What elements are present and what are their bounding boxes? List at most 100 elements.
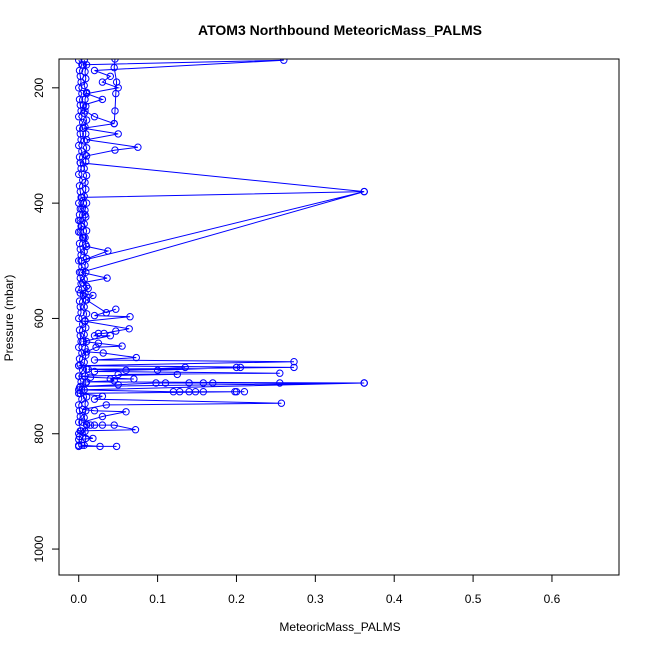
x-tick-label: 0.1 <box>149 592 166 606</box>
data-point <box>90 407 99 415</box>
data-point <box>82 171 91 180</box>
data-point <box>90 395 99 403</box>
data-point <box>131 426 140 434</box>
x-axis-label: MeteoricMass_PALMS <box>279 620 400 634</box>
data-point <box>90 356 99 364</box>
data-point <box>90 66 99 75</box>
data-point <box>75 182 84 190</box>
data-point <box>80 330 88 339</box>
data-point <box>94 329 103 338</box>
data-point <box>80 413 88 422</box>
y-tick-label: 600 <box>32 308 46 328</box>
data-point <box>75 386 83 394</box>
x-tick-label: 0.6 <box>544 592 561 606</box>
data-point <box>82 296 91 304</box>
data-point <box>76 289 85 297</box>
data-point <box>96 442 104 451</box>
data-point <box>209 379 217 387</box>
data-point <box>79 405 87 414</box>
data-point <box>75 372 83 380</box>
data-point <box>98 421 107 429</box>
data-point <box>360 379 368 387</box>
data-point <box>76 130 85 138</box>
data-point <box>80 164 88 173</box>
series-line <box>113 59 118 124</box>
data-point <box>76 245 85 254</box>
data-point <box>75 362 83 370</box>
x-tick-label: 0.4 <box>386 592 403 606</box>
data-point <box>114 130 122 138</box>
data-point <box>125 325 133 333</box>
data-point <box>75 430 83 438</box>
data-point <box>89 434 97 443</box>
data-point <box>110 421 118 429</box>
x-axis: 0.0 0.1 0.2 0.3 0.4 0.5 0.6 <box>70 574 561 606</box>
data-point <box>90 311 99 320</box>
data-point <box>81 317 89 325</box>
data-point <box>79 337 87 346</box>
y-axis: 200 400 600 800 1000 <box>32 77 60 562</box>
data-point <box>114 370 122 379</box>
data-point <box>122 366 130 374</box>
data-point <box>80 59 88 64</box>
x-tick-label: 0.3 <box>307 592 324 606</box>
data-point <box>82 74 90 83</box>
data-point <box>76 159 85 167</box>
data-point <box>90 332 99 340</box>
data-point <box>82 136 91 144</box>
data-point <box>82 242 91 251</box>
data-point <box>98 95 107 104</box>
data-point <box>81 68 89 76</box>
data-point <box>112 89 120 98</box>
data-layer <box>75 59 368 451</box>
data-point <box>82 152 91 160</box>
data-point <box>77 268 85 276</box>
y-tick-label: 800 <box>32 423 46 443</box>
data-point <box>126 313 134 321</box>
data-point <box>75 326 84 334</box>
data-point <box>100 329 108 338</box>
chart-title: ATOM3 Northbound MeteoricMass_PALMS <box>198 22 482 38</box>
data-point <box>82 89 91 98</box>
data-point <box>112 78 121 86</box>
data-point <box>191 388 200 396</box>
data-point <box>75 435 83 444</box>
data-point <box>130 375 138 383</box>
series-5 <box>110 59 121 128</box>
data-point <box>76 228 85 236</box>
data-point <box>152 379 160 387</box>
data-point <box>199 379 208 387</box>
y-tick-label: 1000 <box>32 535 46 562</box>
data-point <box>82 157 90 166</box>
data-point <box>111 146 119 154</box>
data-point <box>153 366 162 374</box>
data-point <box>82 378 91 386</box>
data-point <box>106 375 115 383</box>
data-point <box>79 199 88 207</box>
data-point <box>81 178 89 187</box>
data-point <box>86 373 95 381</box>
data-point <box>111 107 119 115</box>
data-point <box>75 59 83 64</box>
data-point <box>280 59 288 64</box>
data-point <box>76 274 85 282</box>
data-point <box>110 63 118 72</box>
data-point <box>81 107 89 115</box>
data-point <box>103 274 111 282</box>
data-point <box>84 365 92 373</box>
data-point <box>181 363 189 372</box>
data-point <box>114 381 122 389</box>
data-point <box>161 379 170 387</box>
data-point <box>80 81 88 90</box>
data-point <box>236 363 245 372</box>
data-point <box>118 342 126 350</box>
data-point <box>112 305 120 313</box>
data-point <box>176 388 184 396</box>
data-point <box>110 119 118 128</box>
data-point <box>78 441 86 449</box>
data-point <box>75 124 84 132</box>
data-point <box>102 401 111 409</box>
data-point <box>90 421 99 429</box>
data-point <box>82 144 91 152</box>
data-point <box>77 309 85 317</box>
